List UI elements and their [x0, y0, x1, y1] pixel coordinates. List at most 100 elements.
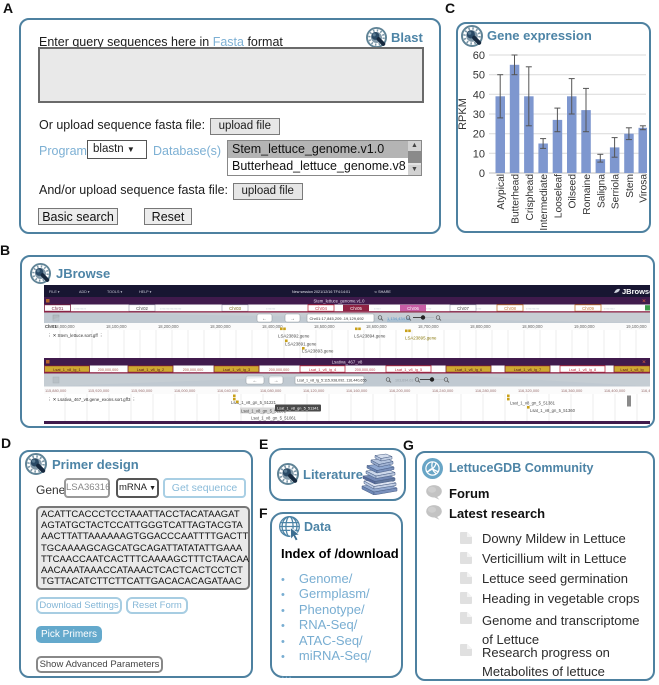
svg-text:Chr04: Chr04 [315, 306, 327, 311]
svg-text:Butterhead: Butterhead [511, 174, 522, 224]
svg-text:Chr08: Chr08 [504, 306, 516, 311]
svg-text:⋮ ✕ Lsativa_467_v8.gene_exons.: ⋮ ✕ Lsativa_467_v8.gene_exons.sort.gff3 … [47, 397, 136, 402]
svg-text:200,000,000: 200,000,000 [355, 368, 376, 372]
svg-text:18,400,000: 18,400,000 [262, 324, 283, 329]
svg-text:116,200,000: 116,200,000 [389, 388, 411, 393]
svg-text:Chr06: Chr06 [407, 306, 419, 311]
svg-text:Lsat_1_v8_gn_5_51381: Lsat_1_v8_gn_5_51381 [510, 401, 556, 406]
svg-text:Lsat_1_v8_lg_5:115,938,092..11: Lsat_1_v8_lg_5:115,938,092..116,440,655 [297, 379, 367, 383]
svg-text:››››: ›››› [476, 306, 482, 311]
svg-text:Saligna: Saligna [596, 174, 607, 208]
svg-text:116,360,000: 116,360,000 [561, 388, 583, 393]
svg-text:Chr01: Chr01 [45, 324, 57, 329]
svg-text:Lsat_1_v8_gn_5_51341: Lsat_1_v8_gn_5_51341 [277, 406, 319, 411]
svg-text:››››››››: ›››››››› [604, 306, 615, 311]
svg-text:Serriola: Serriola [611, 174, 622, 209]
svg-text:40: 40 [473, 89, 485, 101]
svg-text:18,200,000: 18,200,000 [158, 324, 179, 329]
svg-text:Lsativa_467_v8: Lsativa_467_v8 [332, 360, 363, 365]
svg-text:Stem_lettuce_genome.v1.0: Stem_lettuce_genome.v1.0 [314, 299, 366, 304]
svg-text:115,880,000: 115,880,000 [45, 388, 67, 393]
svg-text:TOOLS ▾: TOOLS ▾ [107, 290, 122, 294]
svg-text:New session 2021/12/16 TF4:14:: New session 2021/12/16 TF4:14:01 [292, 290, 350, 294]
svg-text:116,120,000: 116,120,000 [303, 388, 325, 393]
svg-text:18,600,000: 18,600,000 [366, 324, 387, 329]
svg-text:LSA23892.gene: LSA23892.gene [278, 334, 310, 339]
svg-text:Lsat_1_v8_gn_5_51061: Lsat_1_v8_gn_5_51061 [251, 416, 297, 421]
svg-text:←: ← [262, 316, 267, 322]
svg-text:✕: ✕ [642, 360, 646, 366]
svg-text:ADD ▾: ADD ▾ [79, 290, 90, 294]
svg-text:Lsat_1_v8_gn_5_51201: Lsat_1_v8_gn_5_51201 [241, 408, 287, 413]
svg-text:10: 10 [473, 148, 485, 160]
svg-text:Lsat_1_v8_lg_7: Lsat_1_v8_lg_7 [514, 367, 541, 372]
svg-text:115,920,000: 115,920,000 [88, 388, 110, 393]
svg-text:Lsat_1_v8_lg_8: Lsat_1_v8_lg_8 [569, 367, 596, 372]
svg-text:Lsat_1_v8_lg_4: Lsat_1_v8_lg_4 [309, 367, 337, 372]
svg-text:20: 20 [473, 129, 485, 141]
svg-text:LSA23893.gene: LSA23893.gene [302, 349, 334, 354]
svg-text:Chr05: Chr05 [350, 306, 362, 311]
svg-text:116,040,000: 116,040,000 [217, 388, 239, 393]
svg-text:60: 60 [473, 50, 485, 62]
svg-text:→: → [290, 316, 295, 322]
svg-text:✕: ✕ [642, 299, 646, 305]
svg-text:›››››››: ››››››› [266, 306, 276, 311]
svg-text:⋮ ✕ Stem_lettuce.sort.gff ⋮: ⋮ ✕ Stem_lettuce.sort.gff ⋮ [47, 333, 103, 338]
svg-text:Atypical: Atypical [496, 174, 507, 210]
svg-text:Virosa: Virosa [639, 174, 650, 203]
svg-text:19,100,000: 19,100,000 [626, 324, 647, 329]
svg-text:18,900,000: 18,900,000 [522, 324, 543, 329]
svg-text:0: 0 [479, 168, 485, 180]
svg-text:18,500,000: 18,500,000 [314, 324, 335, 329]
svg-text:Chr01:17,845,209..19,129,692: Chr01:17,845,209..19,129,692 [310, 316, 365, 321]
svg-text:18,000,000: 18,000,000 [54, 324, 75, 329]
svg-text:››››››››››››››››: ›››››››››››››››› [160, 306, 182, 311]
svg-text:LSA23894.gene: LSA23894.gene [354, 334, 386, 339]
svg-text:Crisphead: Crisphead [525, 174, 536, 221]
svg-text:Lsat_1_v8_lg: Lsat_1_v8_lg [620, 367, 643, 372]
svg-text:Romaine: Romaine [582, 174, 593, 215]
svg-text:Lsat_1_v8_lg_5: Lsat_1_v8_lg_5 [395, 367, 422, 372]
svg-text:116,44: 116,44 [641, 388, 650, 393]
svg-text:116,280,000: 116,280,000 [475, 388, 497, 393]
svg-text:Oilseed: Oilseed [568, 174, 579, 209]
svg-text:30: 30 [473, 109, 485, 121]
svg-text:Chr01: Chr01 [52, 306, 64, 311]
svg-text:116,080,000: 116,080,000 [260, 388, 282, 393]
svg-text:116,320,000: 116,320,000 [518, 388, 540, 393]
svg-text:19,000,000: 19,000,000 [574, 324, 595, 329]
svg-text:Looseleaf: Looseleaf [553, 174, 564, 218]
svg-text:200,000,000: 200,000,000 [98, 368, 119, 372]
svg-text:Lsat_1_v8_gn_5_51360: Lsat_1_v8_gn_5_51360 [530, 408, 576, 413]
svg-text:Chr02: Chr02 [136, 306, 148, 311]
svg-text:⋖ SHARE: ⋖ SHARE [374, 290, 391, 294]
svg-text:116,000,000: 116,000,000 [174, 388, 196, 393]
svg-text:›››››››››: ››››››››› [74, 306, 87, 311]
svg-text:››››››››››: ›››››››››› [526, 306, 540, 311]
svg-text:116,160,000: 116,160,000 [346, 388, 368, 393]
svg-text:LSA23895.gene: LSA23895.gene [405, 336, 437, 341]
svg-text:1,134,434.25: 1,134,434.25 [387, 316, 411, 321]
svg-text:Lsat_1_v8_lg_2: Lsat_1_v8_lg_2 [137, 367, 164, 372]
svg-text:Lsat_1_v8_lg_3: Lsat_1_v8_lg_3 [223, 367, 250, 372]
svg-text:116,400,000: 116,400,000 [604, 388, 626, 393]
svg-text:››››: ›››› [426, 306, 432, 311]
svg-text:FILE ▾: FILE ▾ [49, 290, 60, 294]
svg-text:18,800,000: 18,800,000 [470, 324, 491, 329]
svg-text:RPKM: RPKM [457, 98, 469, 130]
svg-text:›››››: ››››› [374, 306, 381, 311]
svg-text:200,000,000: 200,000,000 [269, 368, 290, 372]
svg-text:103,694.63: 103,694.63 [395, 379, 413, 383]
svg-text:Stem: Stem [625, 174, 636, 198]
svg-text:JBrowse: JBrowse [622, 287, 650, 296]
svg-text:18,700,000: 18,700,000 [418, 324, 439, 329]
svg-text:←: ← [253, 378, 258, 384]
svg-text:18,300,000: 18,300,000 [210, 324, 231, 329]
svg-text:115,960,000: 115,960,000 [131, 388, 153, 393]
svg-text:LSA23891.gene: LSA23891.gene [285, 342, 317, 347]
svg-text:Chr07: Chr07 [457, 306, 469, 311]
svg-text:200,000,000: 200,000,000 [183, 368, 204, 372]
svg-text:116,240,000: 116,240,000 [432, 388, 454, 393]
svg-text:Intermediate: Intermediate [539, 174, 550, 231]
